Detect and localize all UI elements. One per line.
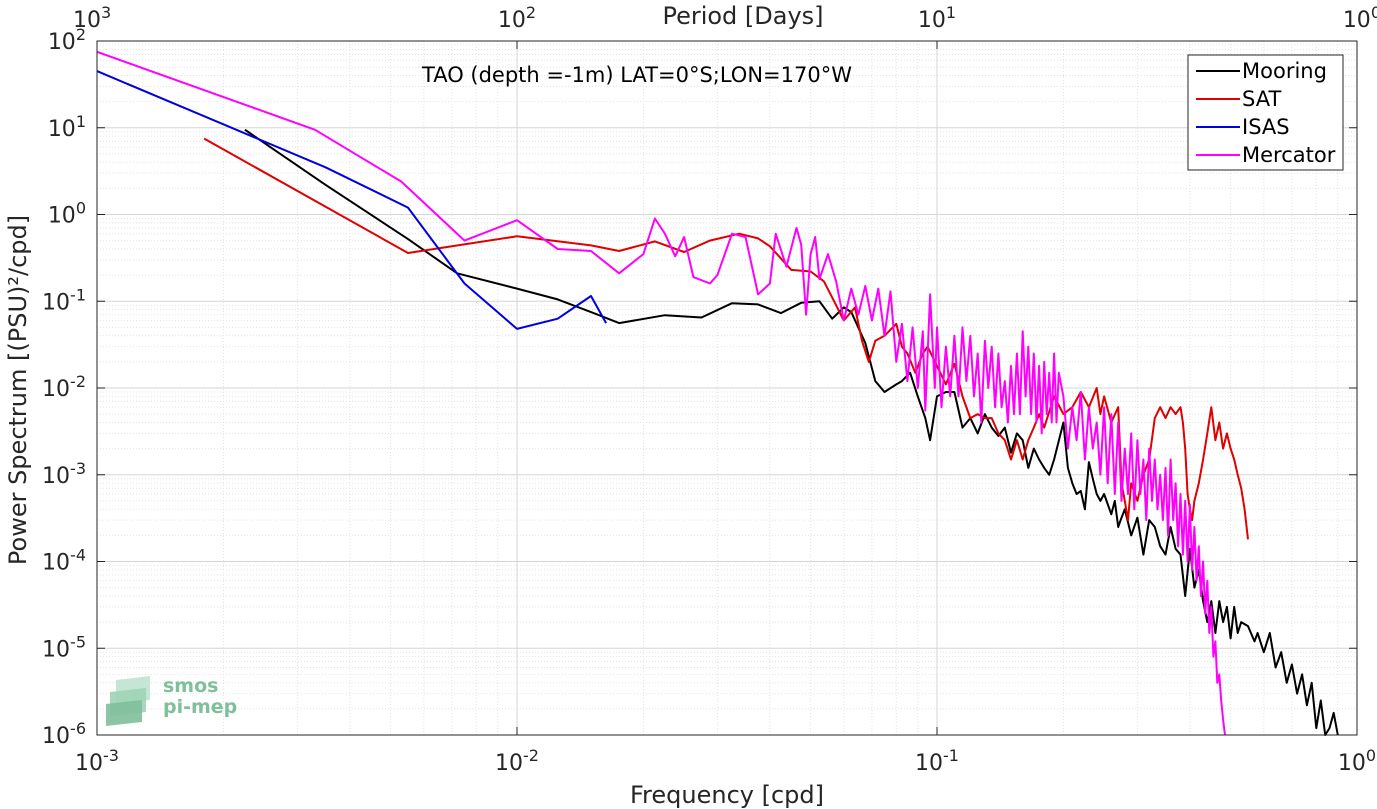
y-tick-label: 100 [48,199,86,229]
x-tick-label: 100 [1338,746,1376,776]
x-tick-label: 10-3 [75,746,119,776]
legend-box [1187,54,1344,171]
x-tick-label: 10-1 [915,746,959,776]
legend-label-mercator: Mercator [1242,143,1336,167]
smos-pi-mep-logo: smos pi-mep [106,675,237,726]
y-axis-label: Power Spectrum [(PSU)²/cpd] [4,215,32,565]
logo-text-smos: smos [163,675,218,697]
top-axis-tick-label: 100 [1343,3,1377,33]
chart-title: TAO (depth =-1m) LAT=0°S;LON=170°W [421,63,852,87]
logo-text-pi-mep: pi-mep [163,696,237,718]
y-tick-label: 101 [48,112,86,142]
x-axis-label: Frequency [cpd] [630,781,824,809]
legend-label-isas: ISAS [1242,115,1290,139]
axis-ticks: 10-3 10-2 10-1 100 102 101 100 10-1 10-2 10-3 10-4… [42,3,1377,776]
x-tick-label: 10-2 [495,746,539,776]
top-axis-tick-label: 101 [918,3,956,33]
y-tick-label: 10-4 [42,546,86,576]
series-line-mercator [96,50,1226,736]
y-tick-label: 10-5 [42,632,86,662]
top-axis-tick-label: 103 [73,3,111,33]
y-tick-label: 102 [48,25,86,55]
top-axis-tick-label: 102 [498,3,536,33]
y-tick-label: 10-3 [42,459,86,489]
legend-label-sat: SAT [1242,87,1281,111]
y-tick-label: 10-2 [42,372,86,402]
series-line-isas [96,70,607,330]
y-tick-label: 10-6 [42,719,86,749]
y-tick-label: 10-1 [42,285,86,315]
series-line-sat [203,137,1249,540]
logo-mark [106,676,150,726]
series-lines [96,50,1339,736]
legend-label-mooring: Mooring [1242,59,1327,83]
legend: Mooring SAT ISAS Mercator [1187,54,1344,171]
top-axis-label: Period [Days] [662,2,823,30]
